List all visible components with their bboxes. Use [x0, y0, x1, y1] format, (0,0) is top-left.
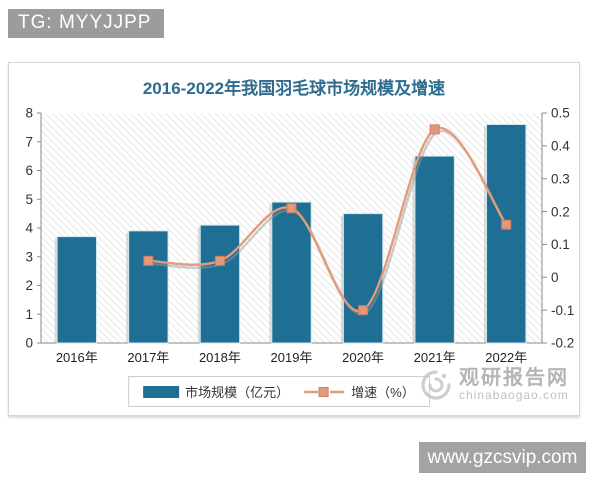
left-tick-label: 4: [25, 221, 33, 236]
bar-2019年: [271, 201, 312, 344]
right-tick-label: 0.5: [551, 106, 570, 121]
legend-item-market-size: 市场规模（亿元）: [143, 382, 289, 401]
growth-marker: [143, 255, 154, 266]
swirl-logo-icon: [421, 370, 451, 400]
left-tick-label: 7: [25, 134, 33, 149]
x-axis-label: 2019年: [271, 350, 313, 365]
bar-2018年: [199, 224, 241, 344]
right-tick-label: 0.4: [551, 139, 570, 154]
chart-title: 2016-2022年我国羽毛球市场规模及增速: [142, 79, 446, 98]
site-url-badge: www.gzcsvip.com: [419, 442, 586, 473]
watermark-domain: chinabaogao.com: [459, 388, 569, 403]
left-tick-label: 5: [25, 192, 33, 207]
left-tick-label: 6: [25, 163, 33, 178]
legend-line-swatch: [304, 386, 345, 397]
legend-bar-swatch: [143, 385, 180, 398]
bar-2016年: [56, 236, 97, 344]
x-axis-label: 2016年: [56, 350, 98, 365]
left-tick-label: 2: [25, 278, 33, 293]
legend-bar-label: 市场规模（亿元）: [185, 385, 290, 400]
right-tick-label: 0.3: [551, 171, 570, 186]
x-axis-label: 2017年: [127, 350, 169, 365]
bar-shadow: [126, 232, 129, 343]
watermark-name: 观研报告网: [459, 367, 569, 390]
growth-marker: [501, 219, 512, 230]
legend-item-growth-rate: 增速（%）: [303, 382, 415, 401]
chart-panel: 2016-2022年我国羽毛球市场规模及增速 0 1 2 3 4 5 6 7 8 -0.2 -0.1…: [8, 62, 580, 416]
growth-marker: [286, 203, 297, 214]
watermark: 观研报告网 chinabaogao.com: [419, 368, 569, 402]
bar-shadow: [484, 126, 487, 343]
legend-line-label: 增速（%）: [351, 385, 415, 400]
chart-svg: 0 1 2 3 4 5 6 7 8 -0.2 -0.1 0 0.1 0.2 0.3 0.4 0.5 2016年 20…: [25, 106, 574, 365]
right-tick-label: 0.1: [551, 237, 570, 252]
right-tick-label: 0: [551, 270, 559, 285]
left-tick-label: 3: [25, 249, 33, 264]
bar-shadow: [54, 238, 58, 343]
bar-2017年: [128, 230, 169, 344]
left-tick-label: 8: [25, 106, 33, 121]
growth-marker: [429, 124, 440, 135]
right-tick-label: -0.1: [551, 303, 574, 318]
bar-shadow: [412, 158, 415, 343]
bar-2020年: [342, 213, 384, 344]
right-tick-label: -0.2: [551, 336, 574, 351]
bar-shadow: [340, 215, 344, 343]
x-axis-label: 2018年: [199, 350, 241, 365]
bar-shadow: [197, 227, 201, 343]
bar-2021年: [414, 155, 455, 344]
tg-contact-badge: TG: MYYJJPP: [8, 9, 165, 38]
x-axis-label: 2020年: [342, 350, 384, 365]
left-tick-label: 0: [25, 336, 33, 351]
x-axis-label: 2022年: [485, 350, 527, 365]
right-tick-label: 0.2: [551, 204, 570, 219]
bar-2022年: [486, 124, 527, 344]
growth-marker: [358, 305, 369, 316]
chart-plot-area: 0 1 2 3 4 5 6 7 8 -0.2 -0.1 0 0.1 0.2 0.3 0.4 0.5 2016年 20…: [9, 99, 579, 375]
legend-swatch-part: [318, 386, 329, 397]
growth-marker: [214, 255, 225, 266]
chart-legend: 市场规模（亿元） 增速（%）: [128, 376, 430, 407]
left-tick-label: 1: [25, 307, 33, 322]
x-axis-label: 2021年: [414, 350, 456, 365]
bar-shadow: [269, 204, 272, 343]
